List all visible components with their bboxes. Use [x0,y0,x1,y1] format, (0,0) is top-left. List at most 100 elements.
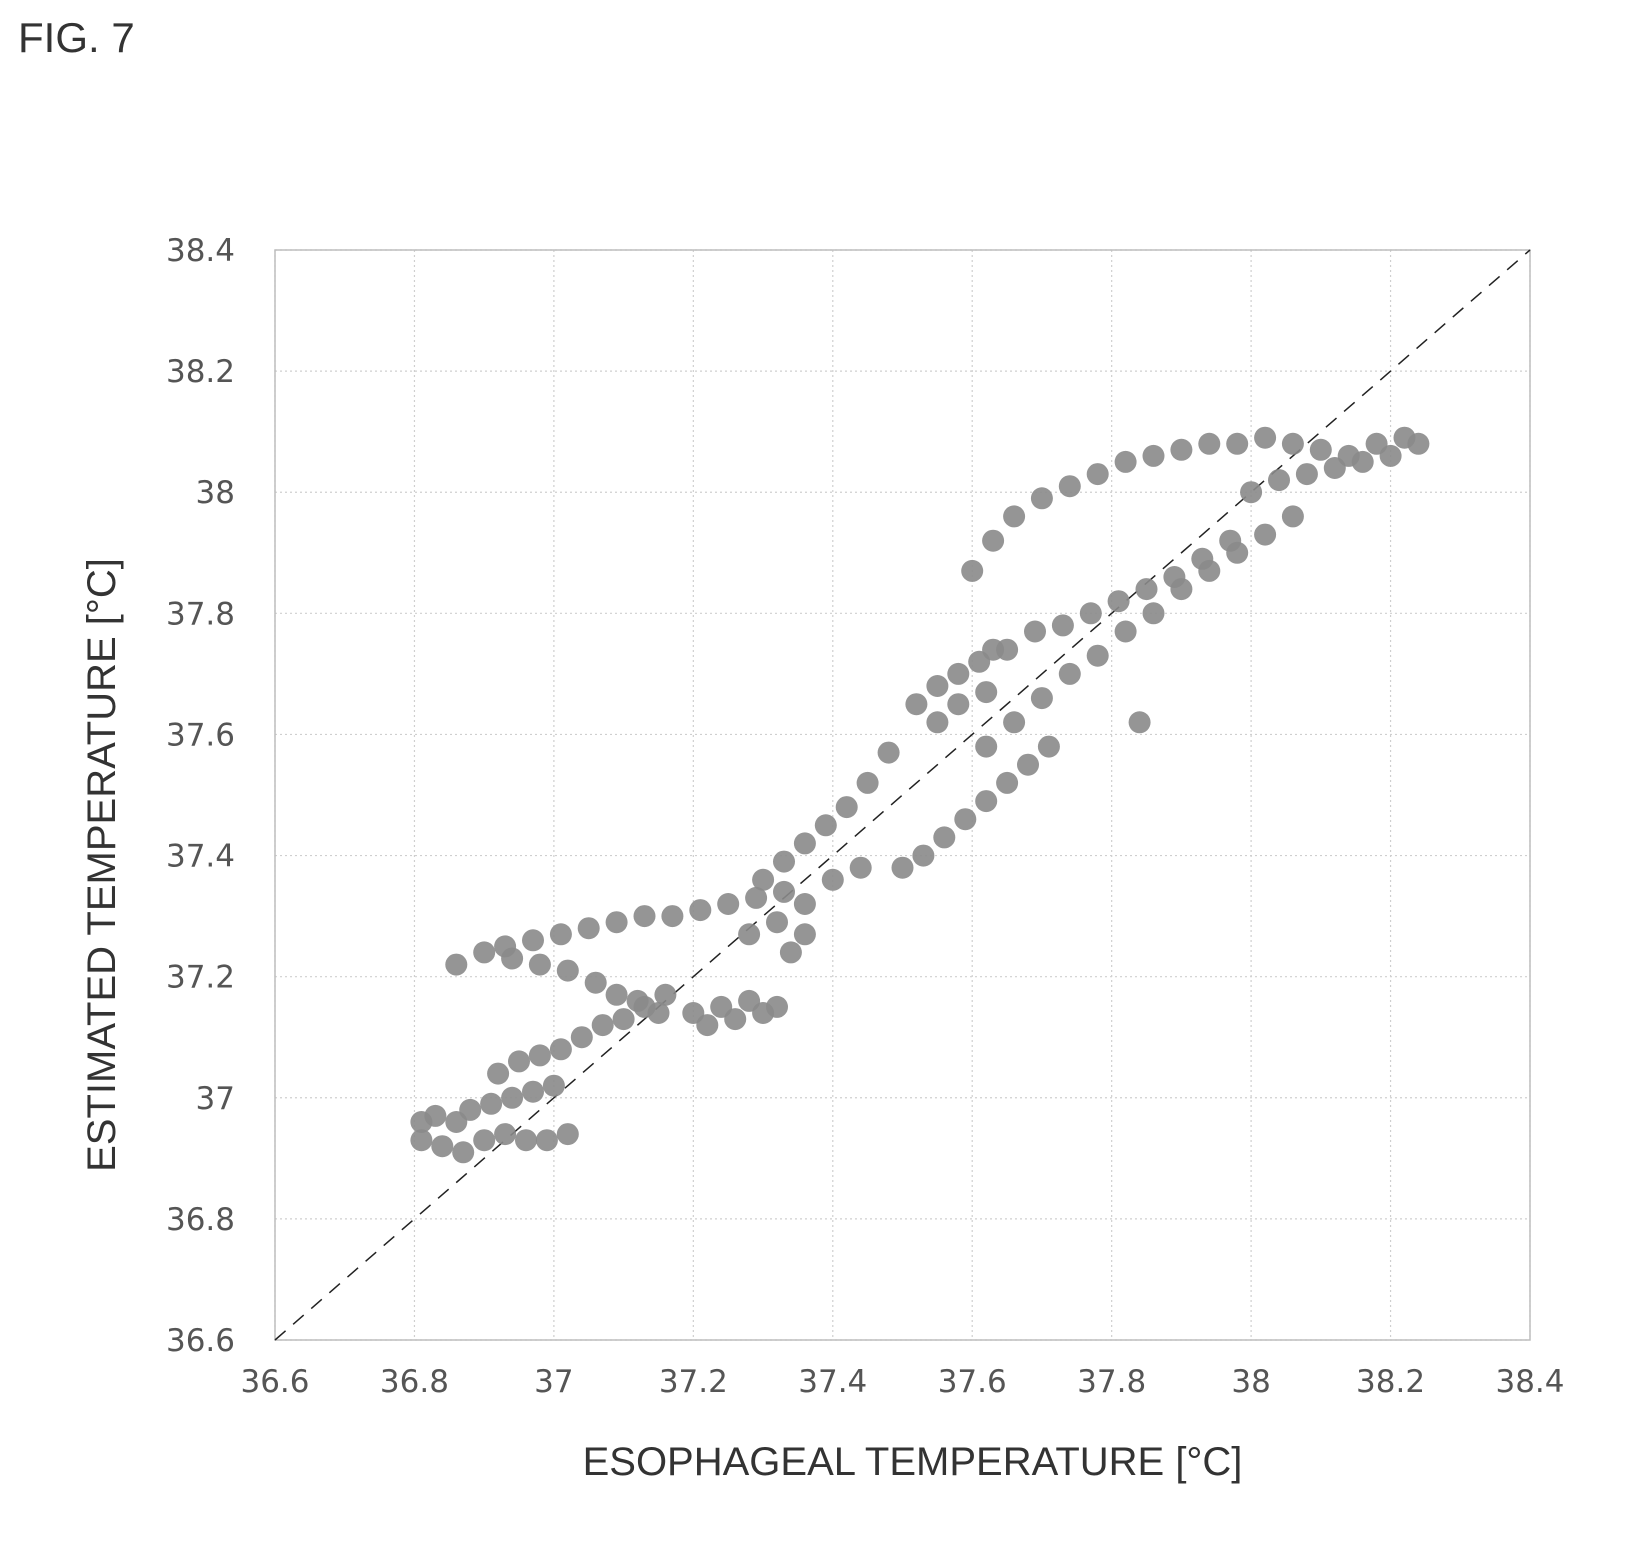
data-point [1309,438,1332,461]
y-tick-label: 36.6 [166,1323,235,1359]
data-point [849,856,872,879]
x-tick-label: 36.8 [380,1364,449,1400]
x-tick-labels: 36.6 36.8 37 37.2 37.4 37.6 37.8 38 38.2 38.4 [240,1364,1564,1400]
data-point [1051,614,1074,637]
data-point [835,796,858,819]
data-point [1058,662,1081,685]
data-point [905,693,928,716]
data-point [528,953,551,976]
data-point [933,826,956,849]
data-point [556,1123,579,1146]
data-point [773,880,795,903]
data-point [1281,432,1304,455]
data-point [1254,523,1277,546]
data-point [487,1062,510,1085]
data-point [1086,644,1109,667]
reference-line [274,249,1531,1341]
data-point [612,1008,635,1031]
data-point [821,868,844,891]
data-point [542,1074,565,1097]
data-point [494,935,517,958]
data-point [1003,711,1026,734]
data-point [975,790,998,813]
data-point [975,735,998,758]
data-point [528,1044,551,1067]
x-tick-label: 37.2 [659,1364,728,1400]
data-point [1281,505,1304,528]
data-point [473,941,496,964]
y-tick-labels: 36.6 36.8 37 37.2 37.4 37.6 37.8 38 38.2 38.4 [166,233,235,1359]
data-point [549,1038,572,1061]
data-point [522,929,544,952]
data-point [724,1008,747,1031]
data-point [793,923,816,946]
data-point [1037,735,1060,758]
data-point [975,681,998,704]
y-tick-label: 37.8 [166,596,235,632]
y-tick-label: 38.2 [166,354,235,390]
data-point [877,741,900,764]
data-point [459,1098,482,1121]
data-point [431,1135,454,1158]
data-point [1219,529,1242,552]
y-tick-label: 37.4 [166,839,235,875]
data-point [424,1104,447,1127]
data-point [793,893,816,915]
data-point [766,911,788,934]
data-point [1268,469,1290,492]
data-points [410,426,1430,1164]
data-point [961,559,984,582]
data-point [647,1002,670,1024]
data-point [535,1129,558,1152]
data-point [501,1086,524,1109]
data-point [1079,602,1102,625]
data-point [480,1092,503,1115]
data-point [1107,590,1130,613]
data-point [605,911,628,934]
data-point [1030,487,1053,510]
data-point [814,814,837,837]
data-point [1254,426,1277,449]
data-point [410,1129,433,1152]
data-point [570,1026,593,1049]
x-axis-label: ESOPHAGEAL TEMPERATURE [°C] [583,1440,1243,1484]
data-point [1128,711,1151,734]
data-point [1017,753,1039,776]
data-point [515,1129,537,1152]
data-point [752,868,775,891]
x-tick-label: 38.2 [1356,1364,1425,1400]
data-point [1024,620,1046,643]
data-point [689,899,712,922]
y-tick-label: 37 [196,1081,235,1117]
data-point [996,638,1019,661]
data-point [696,1014,719,1037]
data-point [1170,438,1193,461]
data-point [1058,475,1081,498]
data-point [996,771,1019,794]
data-point [445,953,468,976]
data-point [793,832,816,855]
data-point [1407,432,1430,455]
x-tick-label: 37.6 [938,1364,1007,1400]
data-point [1379,444,1402,467]
x-tick-label: 37.8 [1077,1364,1146,1400]
y-tick-label: 37.6 [166,717,235,753]
data-point [577,917,600,940]
data-point [1086,463,1109,486]
x-tick-label: 37 [534,1364,573,1400]
data-point [508,1050,530,1073]
data-point [856,771,879,794]
data-point [633,905,656,928]
figure-label: FIG. 7 [18,14,135,61]
data-point [1114,620,1137,643]
data-point [947,662,970,685]
data-point [654,983,677,1006]
x-tick-label: 36.6 [240,1364,309,1400]
data-point [626,989,649,1012]
x-tick-label: 38.4 [1495,1364,1564,1400]
data-point [912,844,935,867]
data-point [947,693,970,716]
data-point [1030,687,1053,710]
data-point [1323,457,1346,479]
